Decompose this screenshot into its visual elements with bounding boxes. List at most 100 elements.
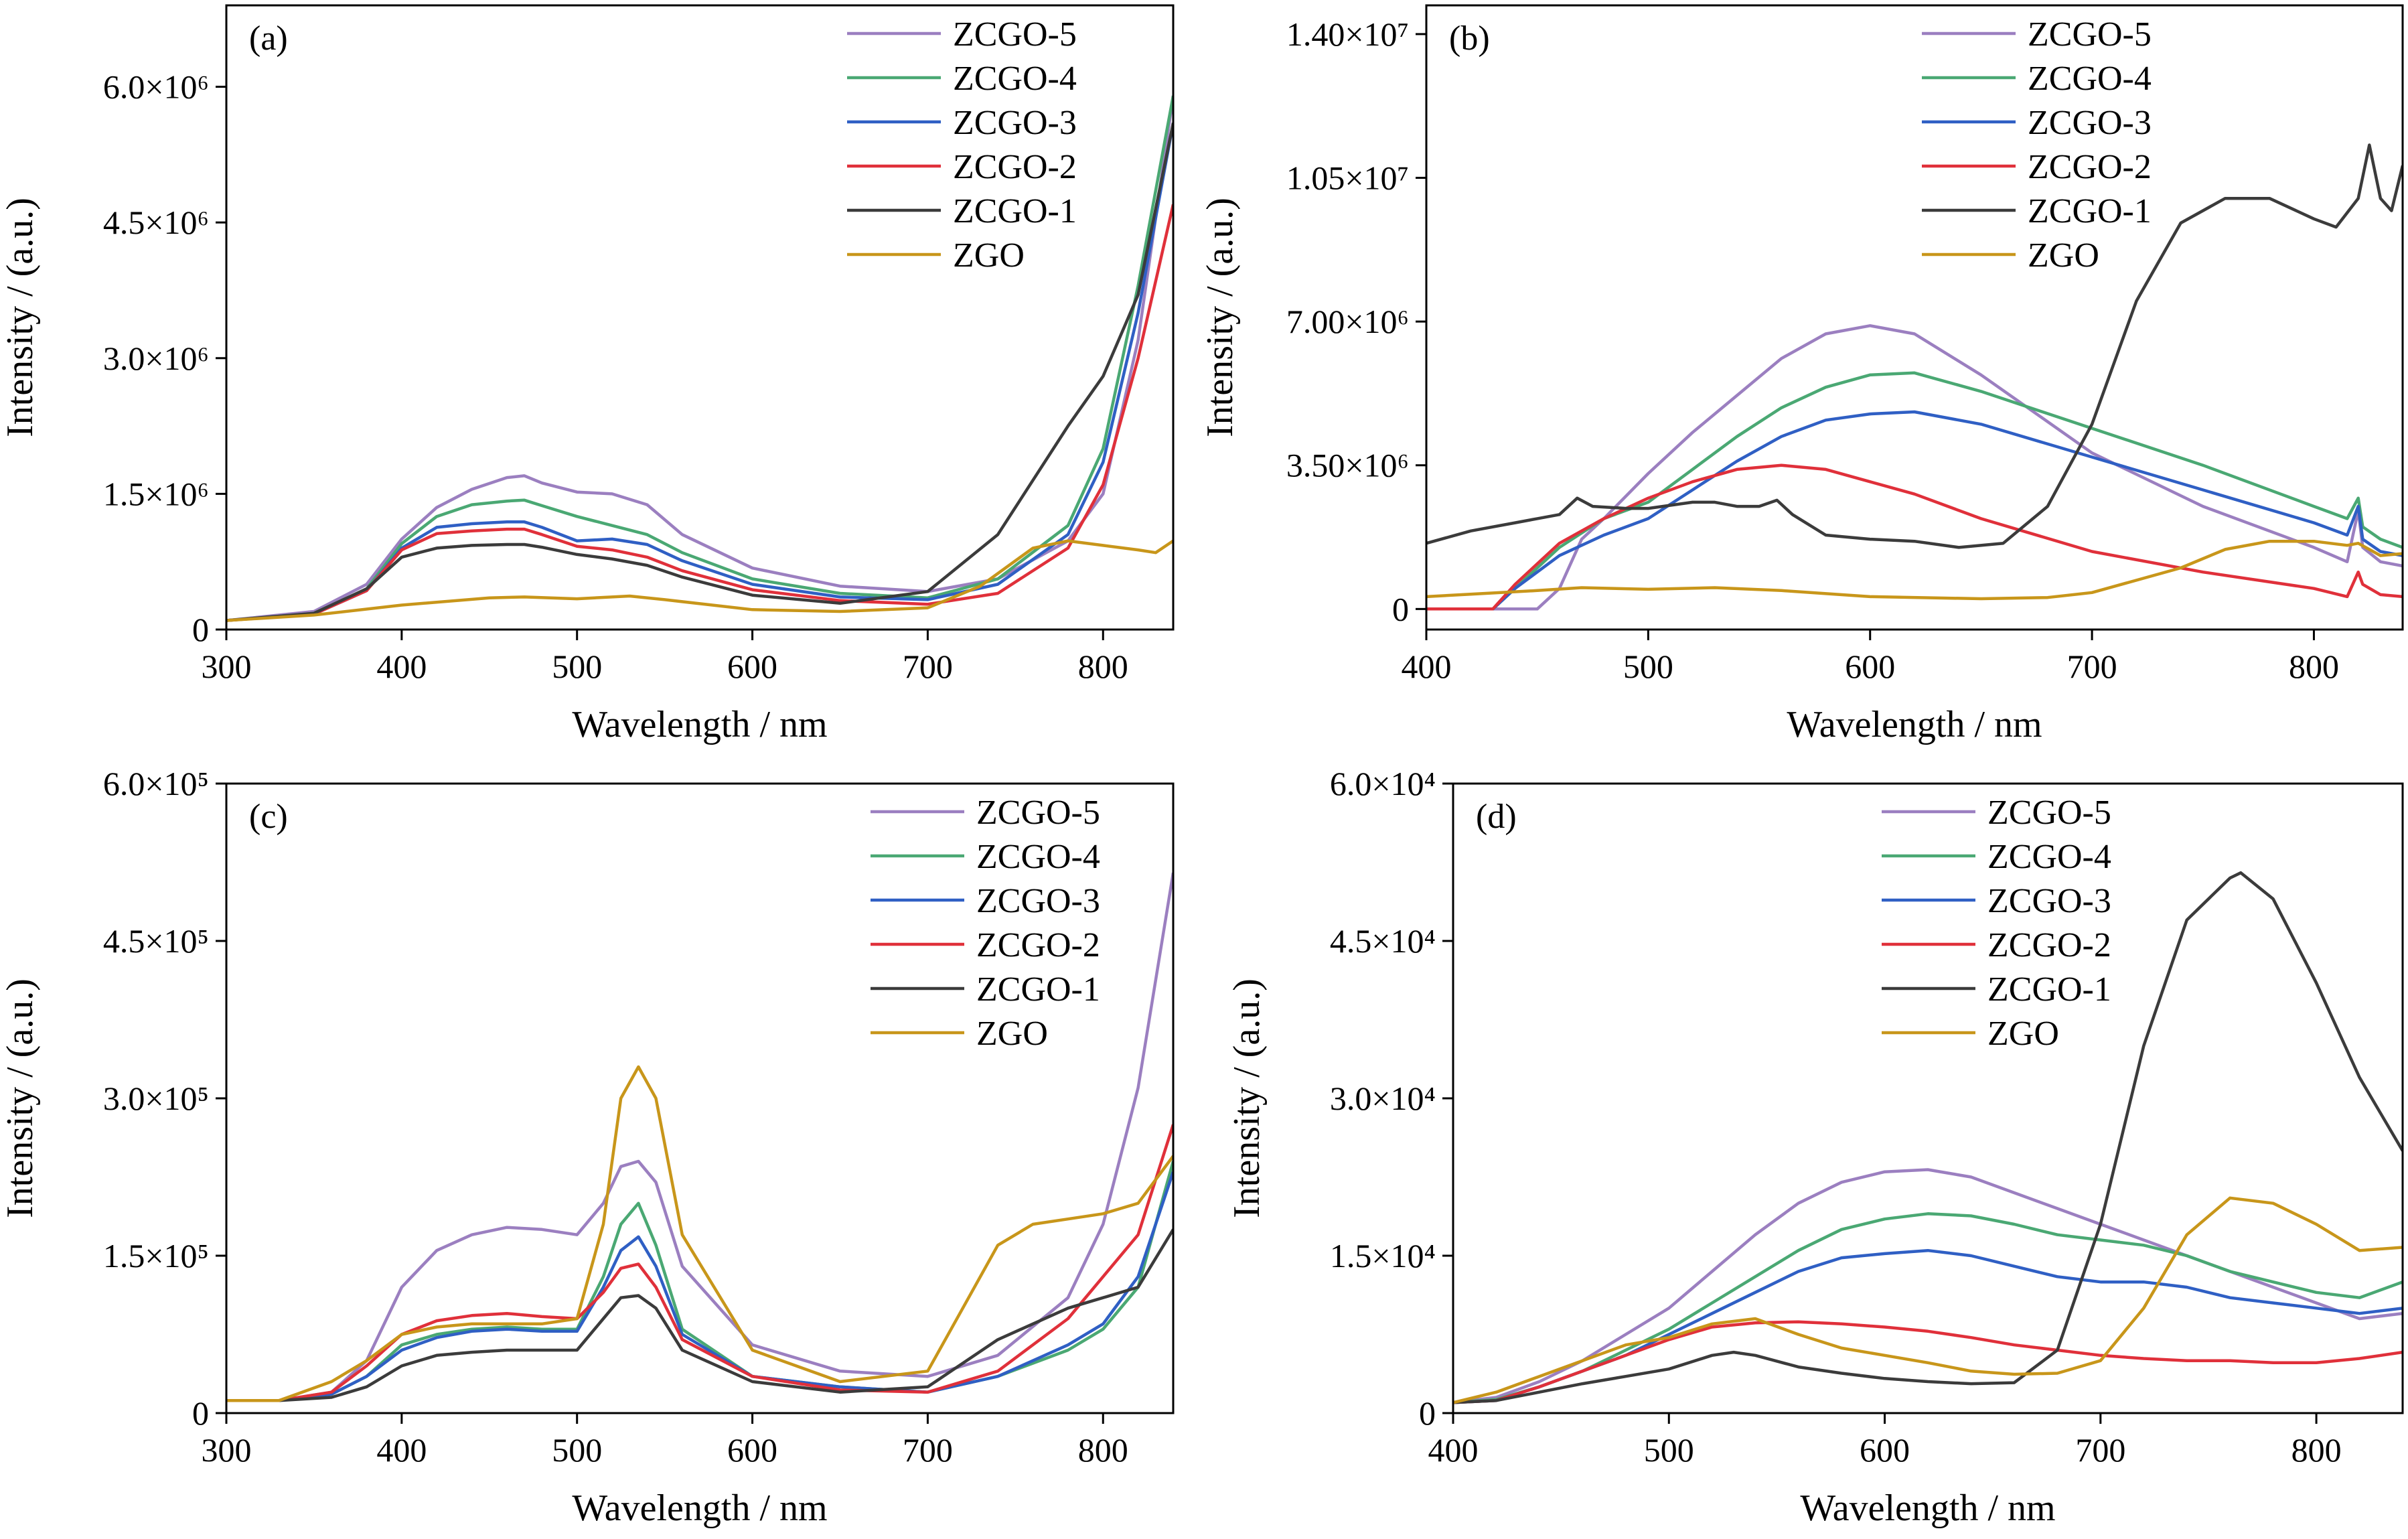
y-tick-label: 1.40×10⁷ <box>1286 15 1409 53</box>
legend-label: ZCGO-2 <box>953 148 1077 186</box>
y-tick-label: 6.0×10⁶ <box>103 68 209 106</box>
series-line-zcgo-4 <box>1426 371 2403 611</box>
series-line-zgo <box>1426 539 2403 601</box>
y-axis-title: Intensity / (a.u.) <box>0 978 41 1218</box>
legend-label: ZCGO-1 <box>2028 192 2152 230</box>
legend-label: ZCGO-3 <box>953 104 1077 142</box>
series-line-zcgo-2 <box>1426 463 2403 611</box>
y-axis-title: Intensity / (a.u.) <box>1199 198 1241 437</box>
legend-label: ZCGO-2 <box>976 926 1100 964</box>
legend-label: ZCGO-2 <box>2028 148 2152 186</box>
x-tick-label: 400 <box>376 648 427 685</box>
x-axis-title: Wavelength / nm <box>1800 1487 2055 1529</box>
series-line-zcgo-4 <box>226 95 1173 622</box>
x-tick-label: 700 <box>903 648 953 685</box>
y-tick-label: 3.0×10⁴ <box>1330 1080 1436 1117</box>
series-line-zcgo-3 <box>1453 1248 2403 1404</box>
series-line-zcgo-2 <box>1453 1320 2403 1404</box>
series-group <box>226 95 1173 622</box>
panel-label: (c) <box>249 798 288 836</box>
x-tick-label: 500 <box>1644 1431 1694 1469</box>
x-tick-label: 800 <box>1078 1431 1128 1469</box>
plot-frame <box>1425 4 2404 631</box>
x-tick-label: 400 <box>1402 648 1452 685</box>
series-line-zcgo-1 <box>226 1228 1173 1402</box>
series-line-zcgo-4 <box>226 1161 1173 1402</box>
y-tick-label: 4.5×10⁵ <box>103 922 209 960</box>
legend-label: ZCGO-1 <box>953 192 1077 230</box>
y-tick-label: 1.5×10⁵ <box>103 1237 209 1274</box>
series-line-zgo <box>1453 1196 2403 1404</box>
series-line-zcgo-1 <box>1453 871 2403 1404</box>
x-axis-title: Wavelength / nm <box>572 1487 827 1529</box>
y-tick-label: 6.0×10⁵ <box>103 765 209 802</box>
legend-label: ZCGO-5 <box>1987 794 2111 832</box>
plot-frame <box>1452 782 2404 1414</box>
x-tick-label: 500 <box>552 648 602 685</box>
x-tick-label: 800 <box>2289 648 2339 685</box>
y-tick-label: 7.00×10⁶ <box>1286 303 1409 340</box>
legend-label: ZCGO-3 <box>1987 882 2111 920</box>
plot-frame <box>225 4 1175 631</box>
y-tick-label: 3.0×10⁶ <box>103 340 209 377</box>
panel-d: 400 500 600 700 800 0 1.5×10⁴ 3.0×10⁴ 4.5×10⁴ 6.0… <box>1226 765 2404 1529</box>
series-line-zcgo-3 <box>226 123 1173 622</box>
legend-label: ZCGO-4 <box>976 838 1100 876</box>
legend: ZCGO-5 ZCGO-4 ZCGO-3 ZCGO-2 ZCGO-1 ZGO <box>847 15 1077 275</box>
y-tick-label: 3.50×10⁶ <box>1286 447 1409 484</box>
panel-b: 400 500 600 700 800 0 3.50×10⁶ 7.00×10⁶ 1.05×10⁷… <box>1199 4 2404 745</box>
y-tick-label: 0 <box>1419 1394 1436 1432</box>
legend-label: ZCGO-1 <box>1987 970 2111 1009</box>
x-axis-title: Wavelength / nm <box>1787 704 2042 745</box>
y-tick-label: 1.5×10⁴ <box>1330 1237 1436 1274</box>
series-group <box>1426 143 2403 611</box>
y-tick-label: 0 <box>192 611 209 648</box>
legend-label: ZGO <box>976 1015 1048 1053</box>
series-group <box>1453 871 2403 1404</box>
series-line-zcgo-5 <box>1426 324 2403 611</box>
x-tick-label: 400 <box>1428 1431 1479 1469</box>
panel-label: (d) <box>1476 798 1517 836</box>
legend-label: ZCGO-2 <box>1987 926 2111 964</box>
series-line-zcgo-2 <box>226 204 1173 622</box>
legend-label: ZCGO-3 <box>976 882 1100 920</box>
x-tick-label: 500 <box>552 1431 602 1469</box>
x-tick-label: 700 <box>2067 648 2117 685</box>
y-axis-title: Intensity / (a.u.) <box>0 198 41 437</box>
series-line-zcgo-5 <box>1453 1168 2403 1404</box>
legend-label: ZCGO-4 <box>2028 60 2152 98</box>
series-line-zcgo-4 <box>1453 1212 2403 1404</box>
panel-c: 300 400 500 600 700 800 0 1.5×10⁵ 3.0×10⁵ 4.5×10⁵… <box>0 765 1175 1529</box>
series-line-zcgo-1 <box>226 123 1173 622</box>
legend: ZCGO-5 ZCGO-4 ZCGO-3 ZCGO-2 ZCGO-1 ZGO <box>1882 794 2111 1053</box>
series-line-zcgo-1 <box>1426 143 2403 549</box>
x-tick-label: 800 <box>2291 1431 2342 1469</box>
x-tick-label: 600 <box>727 648 777 685</box>
x-tick-label: 700 <box>903 1431 953 1469</box>
x-axis-title: Wavelength / nm <box>572 704 827 745</box>
y-tick-label: 1.5×10⁶ <box>103 475 209 512</box>
legend-label: ZGO <box>2028 236 2099 275</box>
series-line-zcgo-3 <box>1426 410 2403 611</box>
legend-label: ZGO <box>1987 1015 2059 1053</box>
legend-label: ZCGO-5 <box>953 15 1077 54</box>
legend-label: ZCGO-4 <box>1987 838 2111 876</box>
x-tick-label: 800 <box>1078 648 1128 685</box>
plot-frame <box>225 782 1175 1414</box>
series-line-zgo <box>226 1065 1173 1402</box>
legend-label: ZCGO-3 <box>2028 104 2152 142</box>
x-tick-label: 500 <box>1623 648 1673 685</box>
y-tick-label: 1.05×10⁷ <box>1286 159 1409 197</box>
x-tick-label: 600 <box>1860 1431 1910 1469</box>
y-tick-label: 0 <box>192 1394 209 1432</box>
legend-label: ZGO <box>953 236 1025 275</box>
y-tick-label: 6.0×10⁴ <box>1330 765 1436 802</box>
legend-label: ZCGO-4 <box>953 60 1077 98</box>
y-tick-label: 0 <box>1392 590 1409 628</box>
y-tick-label: 4.5×10⁴ <box>1330 922 1436 960</box>
x-tick-label: 600 <box>1845 648 1895 685</box>
y-axis-title: Intensity / (a.u.) <box>1226 978 1268 1218</box>
x-tick-label: 600 <box>727 1431 777 1469</box>
y-tick-label: 4.5×10⁶ <box>103 204 209 241</box>
